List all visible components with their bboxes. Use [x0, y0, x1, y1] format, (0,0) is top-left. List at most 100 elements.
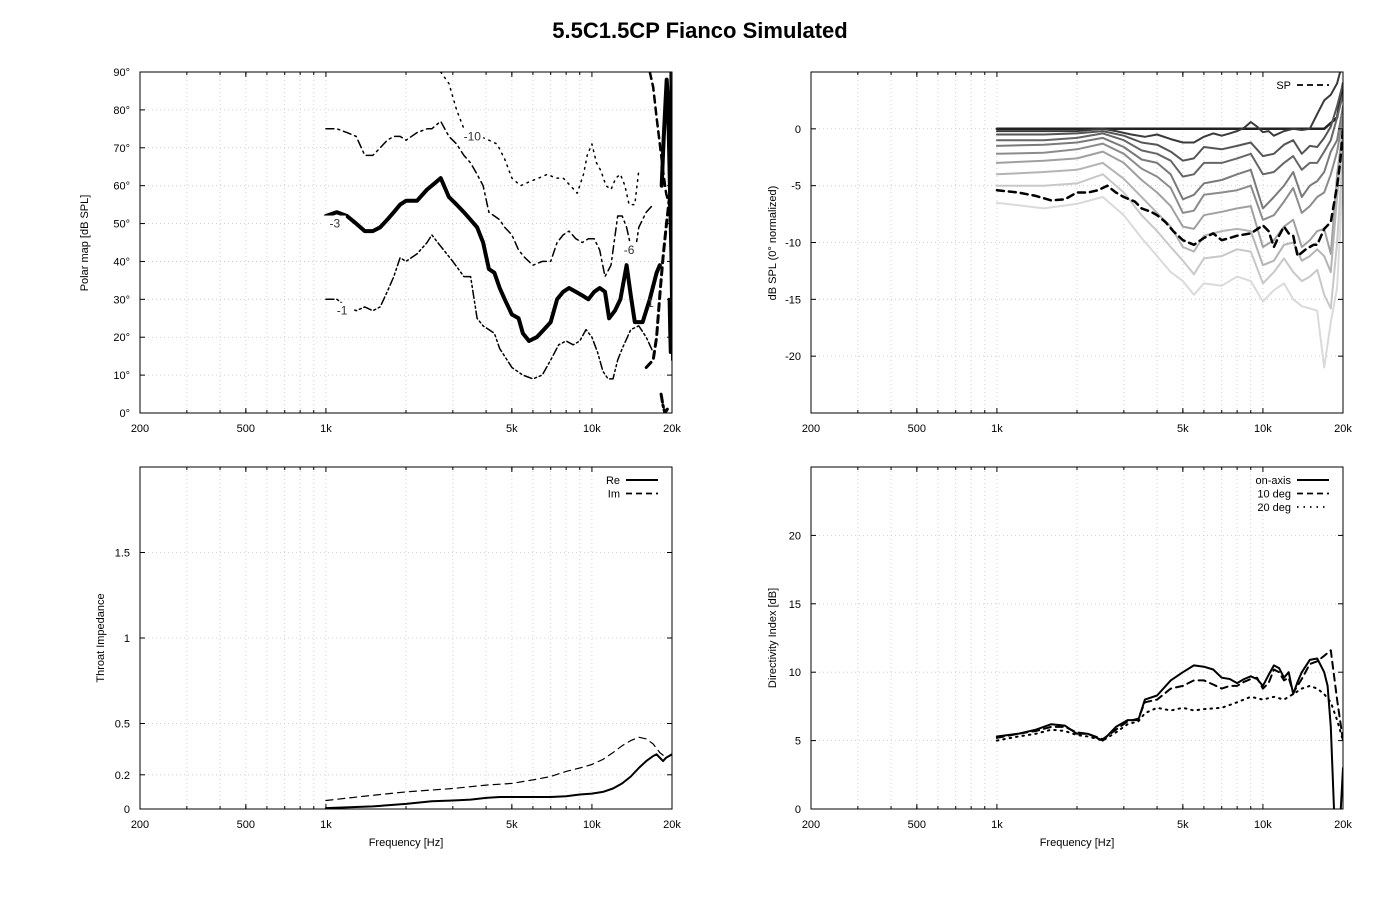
- x-tick-label: 200: [131, 819, 149, 831]
- legend-label: Im: [608, 489, 620, 501]
- y-tick-label: 20: [789, 530, 801, 542]
- y-tick-label: 0: [124, 804, 130, 816]
- x-tick-label: 5k: [506, 819, 518, 831]
- series--10-line: [439, 72, 640, 206]
- x-tick-label: 500: [908, 819, 926, 831]
- x-tick-label: 1k: [320, 819, 332, 831]
- grid-horizontal: [811, 128, 1343, 357]
- y-tick-label: 0.5: [115, 719, 130, 731]
- normalized-spl-panel: 200 500 1k 5k 10k 20k 0 -5 -10 -15 -20 dB SPL (0° n…: [767, 71, 1352, 435]
- series-1-line: [995, 72, 1342, 144]
- x-axis-label: Frequency [Hz]: [1040, 837, 1115, 849]
- y-tick-label: 20°: [113, 332, 130, 344]
- series-6-line: [995, 127, 1343, 255]
- grid-vertical: [186, 467, 593, 809]
- y-tick-label: -5: [791, 181, 801, 193]
- legend-label: 10 deg: [1257, 489, 1291, 501]
- y-tick-label: 1.5: [115, 548, 130, 560]
- y-tick-label: 10: [789, 667, 801, 679]
- y-tick-label: 15: [789, 599, 801, 611]
- polar-map-panel: -1 -3 -6 -10 1 200 500 1k 5k 10k 20k 0° 10° 20° 30° 40°…: [79, 67, 681, 435]
- y-tick-label: 80°: [113, 105, 130, 117]
- y-tick-label: 5: [795, 736, 801, 748]
- contour-label-bg: [618, 242, 641, 257]
- y-tick-label: 10°: [113, 370, 130, 382]
- contour-label-bg: [461, 128, 484, 143]
- y-tick-label: 1: [124, 633, 130, 645]
- x-tick-label: 500: [237, 423, 255, 435]
- series-3-line: [995, 93, 1343, 178]
- legend: Re Im: [606, 475, 658, 501]
- x-axis-label: Frequency [Hz]: [369, 837, 444, 849]
- y-tick-label: 70°: [113, 143, 130, 155]
- x-tick-label: 20k: [663, 819, 681, 831]
- contour-label: -3: [329, 217, 340, 231]
- series-20-deg-line: [995, 684, 1343, 742]
- series--3-line: [323, 176, 662, 343]
- x-tick-label: 20k: [663, 423, 681, 435]
- series-2-line: [995, 82, 1343, 162]
- y-axis-label: Directivity Index [dB]: [767, 588, 779, 688]
- series-7-line: [995, 127, 1343, 274]
- y-tick-label: 50°: [113, 219, 130, 231]
- x-tick-label: 200: [802, 423, 820, 435]
- series-group: [324, 736, 672, 809]
- grid-vertical: [186, 72, 593, 413]
- x-tick-label: 5k: [1177, 423, 1189, 435]
- x-tick-label: 10k: [1254, 819, 1272, 831]
- contour-label: -1: [337, 304, 348, 318]
- series--1-line: [325, 234, 654, 380]
- series-group: [323, 72, 672, 413]
- y-tick-label: -10: [785, 238, 801, 250]
- series-9-line: [995, 173, 1343, 369]
- y-tick-label: 30°: [113, 294, 130, 306]
- x-tick-label: 5k: [1177, 819, 1189, 831]
- legend-label: Re: [606, 475, 620, 487]
- contour-label-bg: [331, 302, 354, 317]
- x-tick-label: 200: [802, 819, 820, 831]
- grid-vertical: [857, 72, 1264, 413]
- series-on-axis-line: [995, 657, 1343, 809]
- x-tick-label: 500: [908, 423, 926, 435]
- series-Re-line: [324, 753, 672, 809]
- x-tick-label: 10k: [1254, 423, 1272, 435]
- x-tick-label: 500: [237, 819, 255, 831]
- annotation-label: 1: [647, 296, 654, 310]
- legend-label: on-axis: [1256, 475, 1292, 487]
- series-8-line: [659, 392, 669, 413]
- series--6-line: [325, 120, 654, 278]
- series-0-line: [995, 82, 1343, 131]
- x-tick-label: 10k: [583, 819, 601, 831]
- series-group: [995, 72, 1343, 369]
- contour-label: -10: [464, 129, 482, 143]
- x-tick-label: 20k: [1334, 423, 1352, 435]
- grid-horizontal: [140, 552, 672, 776]
- series-8-line: [995, 150, 1343, 310]
- series-SP-line: [995, 127, 1343, 258]
- series-5-line: [995, 116, 1343, 221]
- y-tick-label: -20: [785, 351, 801, 363]
- chart-title: 5.5C1.5CP Fianco Simulated: [552, 18, 848, 43]
- contour-label-bg: [323, 215, 346, 230]
- x-tick-label: 10k: [583, 423, 601, 435]
- y-axis-label: Throat Impedance: [95, 593, 107, 682]
- y-tick-label: 0: [795, 804, 801, 816]
- plot-frame: [810, 466, 1344, 810]
- legend: SP: [1276, 80, 1329, 92]
- series-group: [995, 649, 1343, 809]
- y-tick-label: 0: [795, 124, 801, 136]
- grid-vertical: [857, 467, 1264, 809]
- x-tick-label: 1k: [320, 423, 332, 435]
- x-tick-label: 1k: [991, 423, 1003, 435]
- y-axis-label: Polar map [dB SPL]: [79, 195, 91, 292]
- legend-label: 20 deg: [1257, 502, 1291, 514]
- y-tick-label: -15: [785, 294, 801, 306]
- x-tick-label: 20k: [1334, 819, 1352, 831]
- plot-frame: [139, 71, 673, 414]
- series-5-line: [644, 172, 672, 369]
- grid-horizontal: [140, 71, 672, 376]
- series-4-line: [995, 105, 1343, 210]
- series-10-deg-line: [995, 649, 1343, 742]
- y-axis-label: dB SPL (0° normalized): [767, 186, 779, 301]
